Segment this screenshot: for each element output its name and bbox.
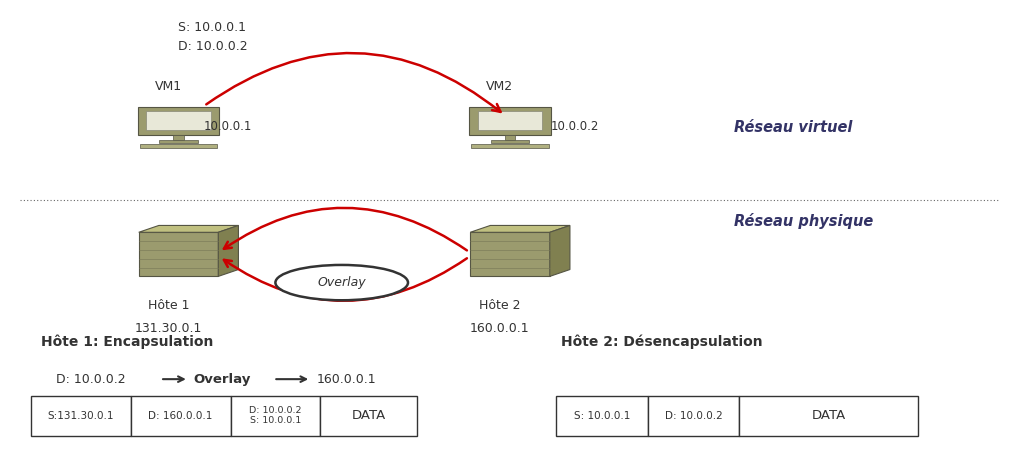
Text: Réseau physique: Réseau physique	[734, 213, 873, 229]
Text: 10.0.0.1: 10.0.0.1	[204, 120, 252, 132]
Text: VM2: VM2	[486, 81, 513, 93]
Text: D: 10.0.0.2
S: 10.0.0.1: D: 10.0.0.2 S: 10.0.0.1	[249, 406, 302, 425]
FancyBboxPatch shape	[230, 396, 320, 436]
Text: Réseau virtuel: Réseau virtuel	[734, 120, 852, 135]
Text: 160.0.0.1: 160.0.0.1	[470, 322, 529, 335]
Text: DATA: DATA	[352, 409, 385, 422]
FancyBboxPatch shape	[31, 396, 130, 436]
Text: DATA: DATA	[811, 409, 845, 422]
FancyBboxPatch shape	[173, 135, 183, 140]
Text: Hôte 2: Désencapsulation: Hôte 2: Désencapsulation	[560, 335, 762, 349]
FancyBboxPatch shape	[647, 396, 739, 436]
FancyBboxPatch shape	[555, 396, 647, 436]
Polygon shape	[469, 107, 550, 135]
Text: D: 10.0.0.2: D: 10.0.0.2	[664, 411, 721, 421]
FancyArrowPatch shape	[223, 208, 467, 251]
FancyBboxPatch shape	[320, 396, 417, 436]
Polygon shape	[139, 226, 238, 232]
Polygon shape	[549, 226, 570, 276]
FancyBboxPatch shape	[147, 111, 211, 130]
Text: S: 10.0.0.1: S: 10.0.0.1	[573, 411, 630, 421]
Text: S:131.30.0.1: S:131.30.0.1	[47, 411, 114, 421]
Text: Overlay: Overlay	[194, 373, 251, 386]
Text: D: 160.0.0.1: D: 160.0.0.1	[148, 411, 213, 421]
Text: D: 10.0.0.2: D: 10.0.0.2	[56, 373, 125, 386]
Text: S: 10.0.0.1: S: 10.0.0.1	[178, 21, 247, 34]
Text: Hôte 2: Hôte 2	[479, 299, 520, 311]
Text: VM1: VM1	[155, 81, 181, 93]
FancyBboxPatch shape	[504, 135, 515, 140]
FancyBboxPatch shape	[130, 396, 230, 436]
Polygon shape	[138, 107, 219, 135]
FancyBboxPatch shape	[471, 144, 548, 147]
FancyArrowPatch shape	[206, 53, 500, 112]
FancyBboxPatch shape	[739, 396, 917, 436]
Polygon shape	[470, 226, 570, 232]
FancyBboxPatch shape	[159, 140, 198, 143]
FancyBboxPatch shape	[490, 140, 529, 143]
FancyBboxPatch shape	[477, 111, 542, 130]
Text: Overlay: Overlay	[317, 276, 366, 289]
Text: 160.0.0.1: 160.0.0.1	[316, 373, 375, 386]
FancyBboxPatch shape	[470, 232, 549, 276]
Text: Hôte 1: Hôte 1	[148, 299, 189, 311]
Text: 131.30.0.1: 131.30.0.1	[135, 322, 202, 335]
FancyBboxPatch shape	[139, 232, 218, 276]
Text: 10.0.0.2: 10.0.0.2	[550, 120, 598, 132]
Text: D: 10.0.0.2: D: 10.0.0.2	[178, 40, 248, 53]
FancyBboxPatch shape	[140, 144, 217, 147]
Polygon shape	[218, 226, 238, 276]
Ellipse shape	[275, 265, 408, 300]
Text: Hôte 1: Encapsulation: Hôte 1: Encapsulation	[41, 335, 213, 349]
FancyArrowPatch shape	[223, 258, 467, 301]
